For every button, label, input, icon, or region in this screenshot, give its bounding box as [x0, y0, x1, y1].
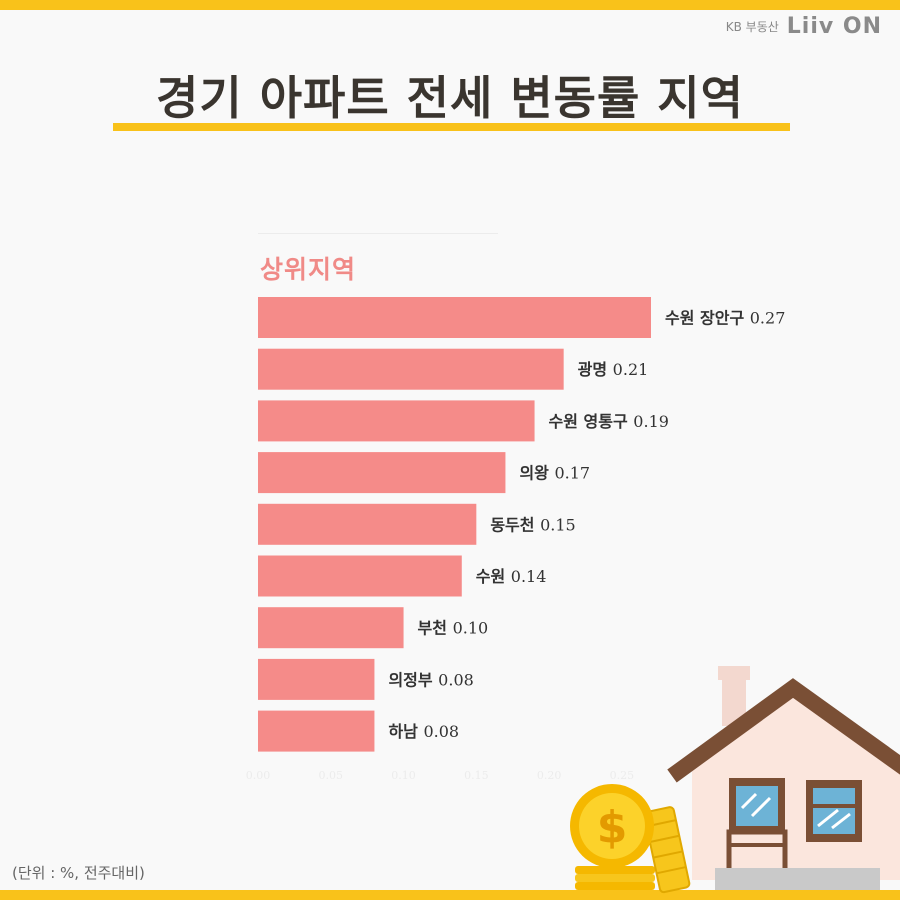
coin-stack-3 — [575, 882, 655, 890]
bar-9 — [258, 710, 375, 752]
x-tick-label-1: 0.00 — [246, 769, 271, 782]
roof — [667, 678, 900, 783]
chart-separator — [258, 233, 498, 234]
x-tick-label-2: 0.05 — [319, 769, 344, 782]
bar-6 — [258, 555, 462, 597]
bar-label-6: 수원 0.14 — [476, 567, 547, 586]
bar-7 — [258, 607, 404, 649]
bar-label-2: 광명 0.21 — [578, 360, 649, 379]
bar-label-7: 부천 0.10 — [418, 619, 489, 638]
chimney-cap — [718, 666, 750, 680]
bar-1 — [258, 297, 651, 338]
bar-2 — [258, 348, 564, 390]
bar-label-1: 수원 장안구 0.27 — [665, 309, 785, 328]
unit-note: (단위 : %, 전주대비) — [12, 864, 145, 882]
bar-label-9: 하남 0.08 — [388, 722, 459, 741]
x-tick-label-6: 0.25 — [610, 769, 635, 782]
top-accent-bar — [0, 0, 900, 10]
coin-stack-2 — [575, 874, 655, 882]
bar-3 — [258, 400, 535, 442]
bar-label-8: 의정부 0.08 — [388, 670, 473, 689]
ground — [715, 868, 880, 890]
bar-5 — [258, 503, 477, 545]
x-tick-label-5: 0.20 — [537, 769, 562, 782]
coin-stack-1 — [575, 866, 655, 874]
page-title: 경기 아파트 전세 변동률 지역 — [156, 71, 744, 125]
bar-8 — [258, 658, 375, 700]
title-underline — [113, 123, 790, 131]
bar-label-3: 수원 영통구 0.19 — [549, 412, 669, 431]
brand: KB 부동산 Liiv ON — [726, 14, 882, 39]
x-tick-label-3: 0.10 — [391, 769, 416, 782]
chart-title: 상위지역 — [260, 255, 357, 284]
bottom-accent-bar — [0, 890, 900, 900]
bar-label-4: 의왕 0.17 — [519, 464, 590, 483]
bar-label-5: 동두천 0.15 — [490, 515, 575, 534]
brand-logo: Liiv ON — [786, 14, 882, 39]
dollar-icon: $ — [597, 802, 628, 853]
coin-edge — [643, 806, 691, 894]
brand-text: KB 부동산 — [725, 20, 779, 34]
bar-4 — [258, 452, 506, 494]
x-tick-label-4: 0.15 — [464, 769, 489, 782]
